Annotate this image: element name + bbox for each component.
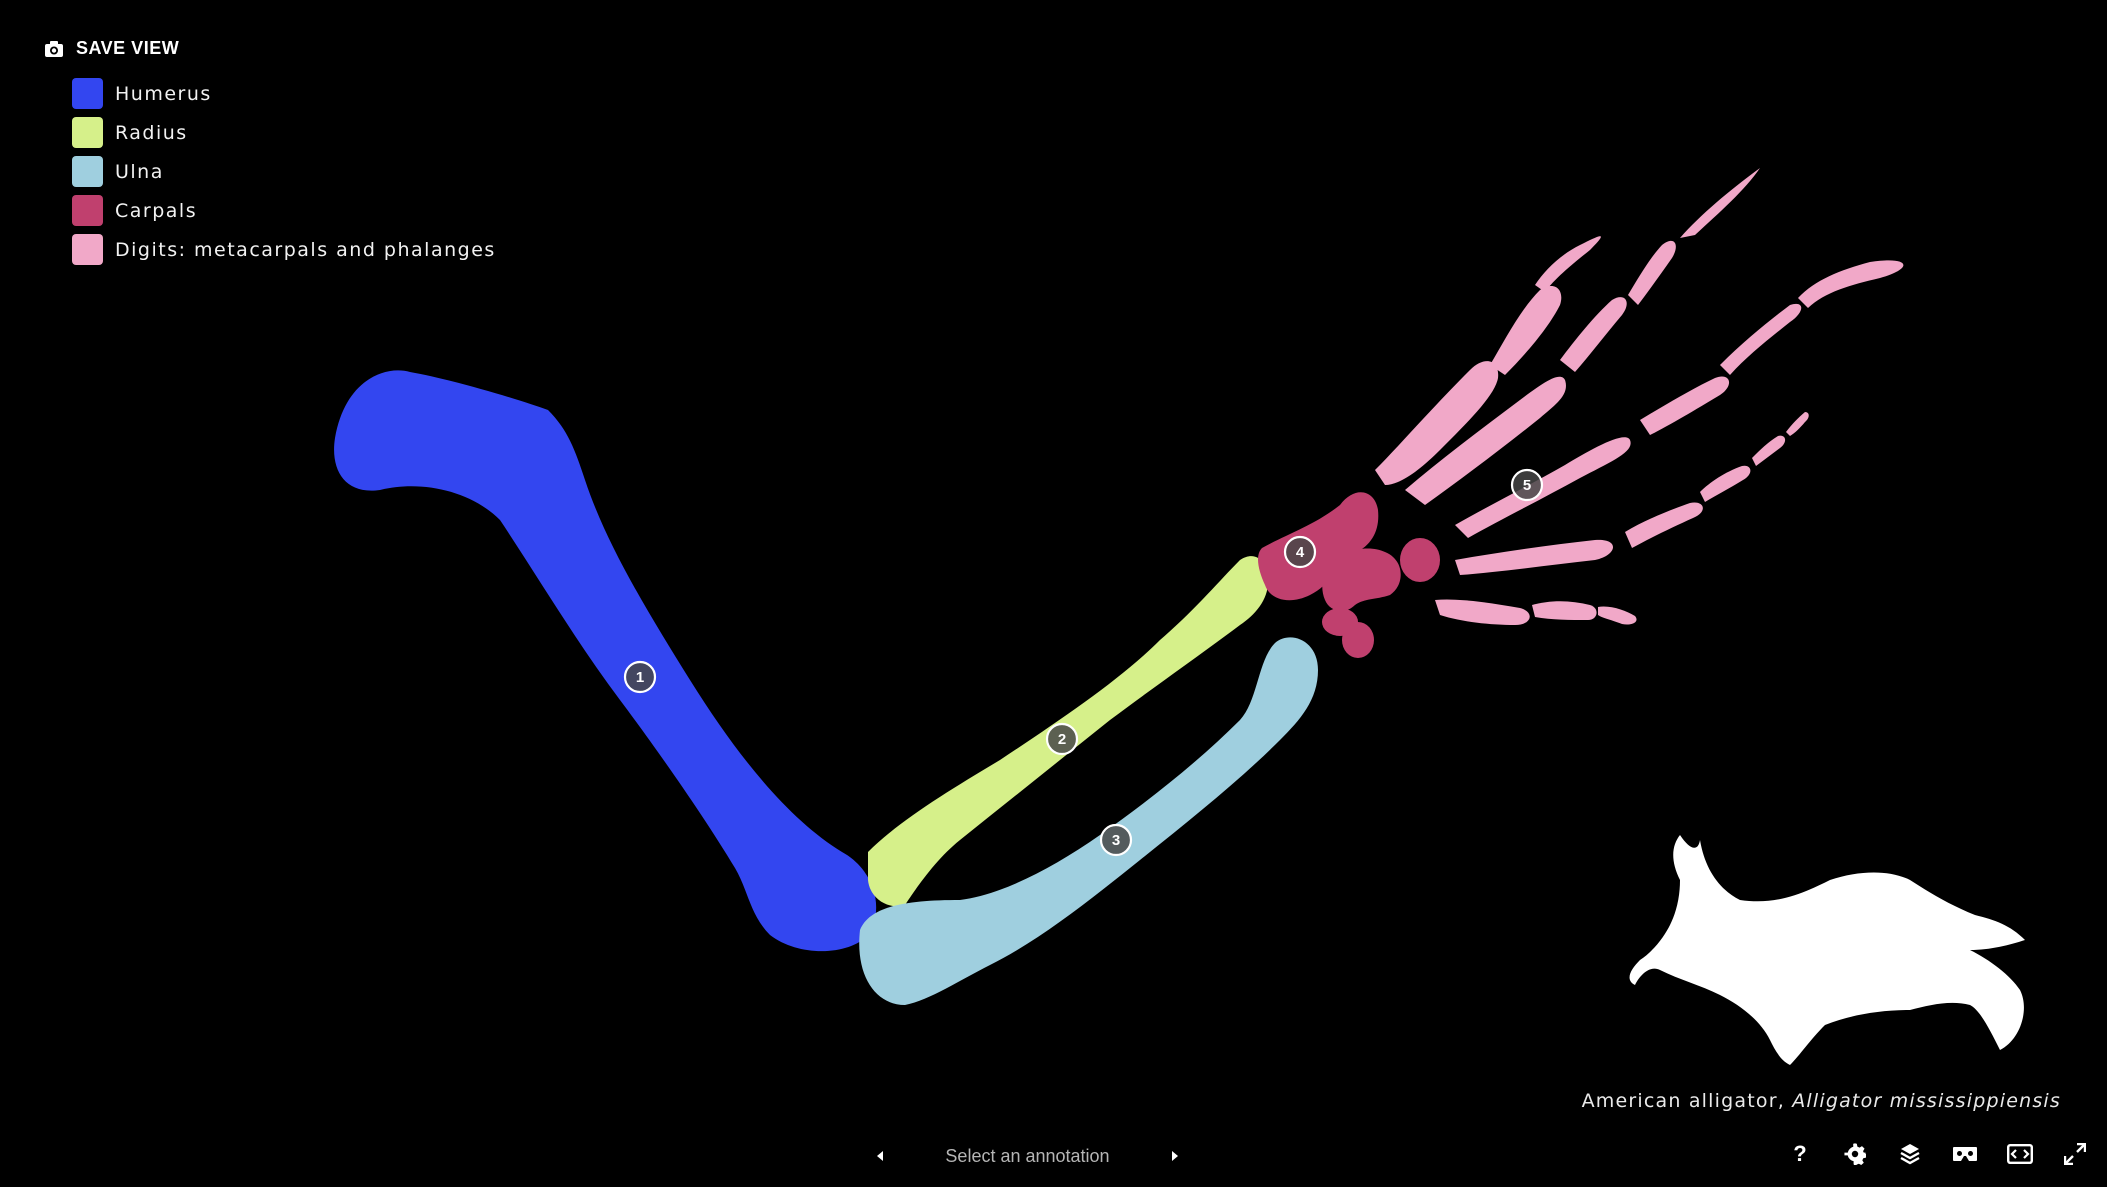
species-caption: American alligator, Alligator mississipp… <box>1582 1090 2061 1112</box>
ulna-bone[interactable] <box>859 637 1318 1005</box>
fullscreen-icon <box>2064 1143 2086 1165</box>
legend-item-radius[interactable]: Radius <box>72 113 496 152</box>
species-name: Alligator mississippiensis <box>1792 1090 2061 1112</box>
fullscreen-button[interactable] <box>2061 1140 2089 1168</box>
legend-label: Radius <box>115 121 188 144</box>
legend-item-digits[interactable]: Digits: metacarpals and phalanges <box>72 230 496 269</box>
camera-icon <box>45 40 63 57</box>
common-name: American alligator, <box>1581 1090 1793 1112</box>
annotation-selector-label[interactable]: Select an annotation <box>945 1145 1110 1166</box>
legend-item-ulna[interactable]: Ulna <box>72 152 496 191</box>
legend-item-carpals[interactable]: Carpals <box>72 191 496 230</box>
help-button[interactable]: ? <box>1786 1140 1814 1168</box>
vr-headset-icon <box>1953 1147 1977 1161</box>
previous-annotation-button[interactable] <box>870 1146 890 1166</box>
alligator-silhouette <box>1629 835 2025 1065</box>
caret-right-icon <box>1171 1151 1178 1161</box>
svg-text:2: 2 <box>1058 731 1066 748</box>
help-icon: ? <box>1793 1141 1807 1166</box>
save-view-label: SAVE VIEW <box>76 38 180 58</box>
svg-text:4: 4 <box>1296 544 1305 561</box>
humerus-bone[interactable] <box>334 370 877 952</box>
annotation-marker-3[interactable]: 3 <box>1099 823 1133 857</box>
digit-bones[interactable] <box>1375 168 1904 625</box>
legend-swatch-radius <box>72 117 103 148</box>
embed-button[interactable] <box>2006 1140 2034 1168</box>
embed-icon <box>2007 1144 2033 1164</box>
next-annotation-button[interactable] <box>1165 1146 1185 1166</box>
gear-icon <box>1844 1143 1866 1165</box>
settings-button[interactable] <box>1841 1140 1869 1168</box>
caret-left-icon <box>877 1151 883 1161</box>
annotation-marker-2[interactable]: 2 <box>1045 722 1079 756</box>
vr-button[interactable] <box>1951 1140 1979 1168</box>
svg-text:1: 1 <box>636 669 644 686</box>
legend-swatch-carpals <box>72 195 103 226</box>
save-view-button[interactable]: SAVE VIEW <box>44 38 179 59</box>
annotation-navigator: Select an annotation <box>870 1140 1185 1172</box>
legend-swatch-digits <box>72 234 103 265</box>
annotation-marker-4[interactable]: 4 <box>1283 535 1317 569</box>
annotation-marker-1[interactable]: 1 <box>623 660 657 694</box>
legend-label: Humerus <box>115 82 212 105</box>
viewer-toolbar: ? <box>1786 1140 2089 1168</box>
carpal-bones[interactable] <box>1258 492 1440 658</box>
legend-item-humerus[interactable]: Humerus <box>72 74 496 113</box>
legend-swatch-ulna <box>72 156 103 187</box>
layers-icon <box>1900 1144 1920 1165</box>
legend-label: Ulna <box>115 160 164 183</box>
layers-button[interactable] <box>1896 1140 1924 1168</box>
legend: Humerus Radius Ulna Carpals Digits: meta… <box>72 74 496 269</box>
legend-swatch-humerus <box>72 78 103 109</box>
svg-text:5: 5 <box>1523 477 1531 494</box>
svg-text:3: 3 <box>1112 832 1120 849</box>
legend-label: Digits: metacarpals and phalanges <box>115 238 496 261</box>
legend-label: Carpals <box>115 199 198 222</box>
annotation-marker-5[interactable]: 5 <box>1510 468 1544 502</box>
